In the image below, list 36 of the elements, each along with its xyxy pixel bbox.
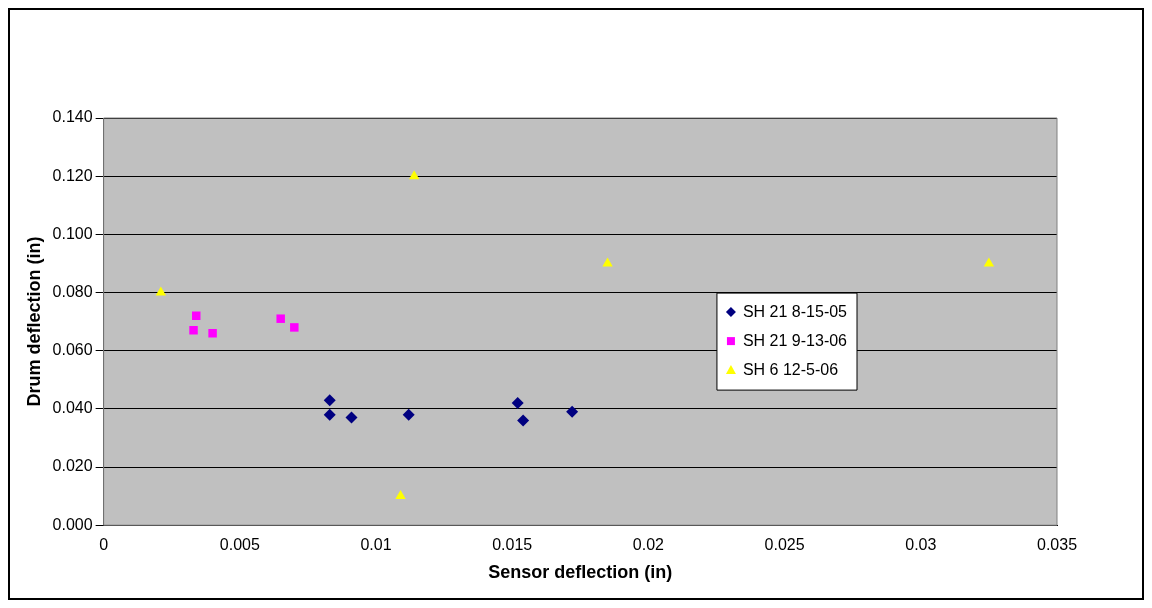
y-tick-label: 0.080 [52,282,93,300]
point [323,394,336,407]
point [290,323,299,332]
point [208,328,217,338]
y-tick-label: 0.100 [52,224,93,242]
point [323,408,336,421]
point [402,408,415,421]
x-tick-label: 0.015 [492,536,533,554]
legend-label: SH 6 12-5-06 [742,360,839,378]
y-tick-label: 0.060 [52,341,93,359]
y-tick-label: 0.120 [52,166,93,184]
point [517,414,530,427]
point [511,397,524,410]
x-tick-label: 0.03 [905,536,937,554]
legend-label: SH 21 9-13-06 [742,331,848,349]
point [566,405,579,418]
x-tick-label: 0.01 [360,536,392,554]
x-tick-label: 0.005 [219,536,260,554]
point [983,257,995,267]
x-tick-label: 0.035 [1036,536,1078,554]
y-tick-label: 0.040 [52,399,93,417]
y-tick-label: 0.000 [52,515,93,533]
point [345,411,358,424]
point [276,314,285,323]
x-tick-label: 0.025 [764,536,805,554]
x-tick-label: 0 [99,536,109,554]
point [189,326,198,335]
y-tick-label: 0.140 [52,108,93,126]
y-tick-label: 0.020 [52,457,93,475]
point [408,170,420,180]
y-axis-title: Drum deflection (in) [23,236,44,407]
legend-label: SH 21 8-15-05 [742,302,848,320]
x-tick-label: 0.02 [632,536,665,554]
x-axis-title: Sensor deflection (in) [488,562,673,583]
point [155,286,167,296]
point [395,490,406,500]
